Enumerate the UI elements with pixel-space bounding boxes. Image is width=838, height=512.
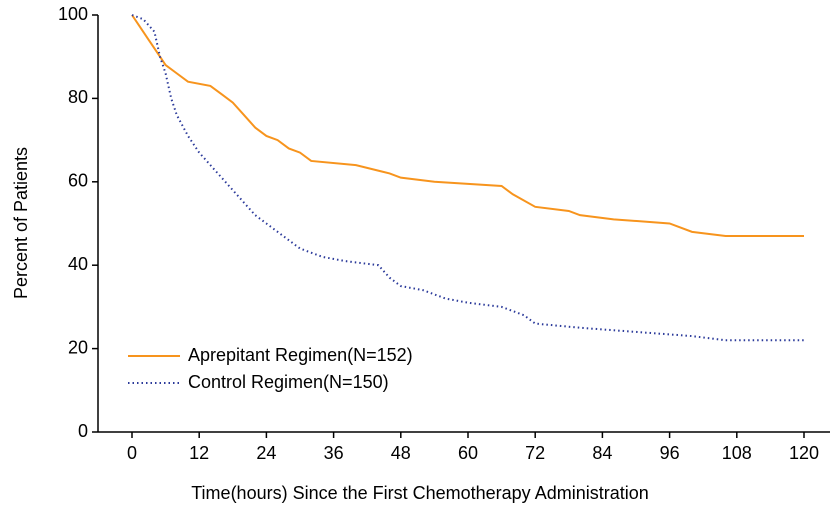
x-tick-label: 84 xyxy=(592,443,612,463)
x-tick-label: 48 xyxy=(391,443,411,463)
y-axis-label: Percent of Patients xyxy=(11,147,31,299)
x-tick-label: 60 xyxy=(458,443,478,463)
y-tick-label: 0 xyxy=(78,421,88,441)
x-tick-label: 96 xyxy=(660,443,680,463)
x-tick-label: 0 xyxy=(127,443,137,463)
x-tick-label: 120 xyxy=(789,443,819,463)
y-tick-label: 100 xyxy=(58,4,88,24)
x-tick-label: 36 xyxy=(324,443,344,463)
x-tick-label: 72 xyxy=(525,443,545,463)
x-tick-label: 108 xyxy=(722,443,752,463)
y-tick-label: 20 xyxy=(68,337,88,357)
y-tick-label: 40 xyxy=(68,254,88,274)
x-tick-label: 12 xyxy=(189,443,209,463)
legend-label: Aprepitant Regimen(N=152) xyxy=(188,345,413,365)
series-line xyxy=(131,14,804,342)
series-line xyxy=(131,14,804,238)
y-tick-label: 60 xyxy=(68,171,88,191)
x-axis-label: Time(hours) Since the First Chemotherapy… xyxy=(191,483,649,503)
x-tick-label: 24 xyxy=(256,443,276,463)
y-tick-label: 80 xyxy=(68,87,88,107)
legend-label: Control Regimen(N=150) xyxy=(188,372,389,392)
